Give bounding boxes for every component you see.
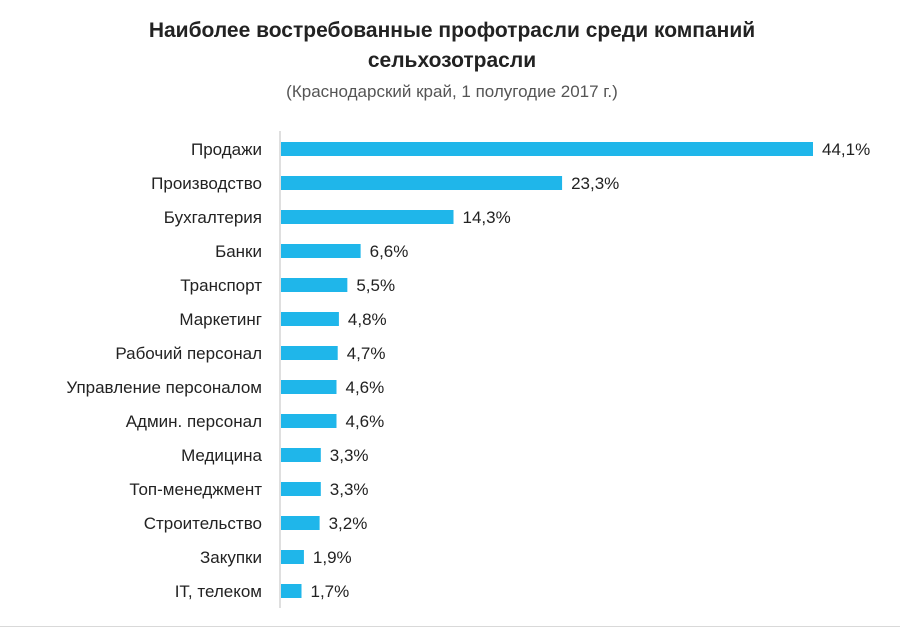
value-label: 4,8%: [348, 310, 387, 329]
bar: [281, 210, 454, 224]
category-label: Админ. персонал: [126, 412, 262, 431]
value-label: 44,1%: [822, 140, 870, 159]
value-labels-group: 44,1% 23,3% 14,3% 6,6% 5,5% 4,8% 4,7% 4,6% 4,6% 3…: [311, 140, 871, 601]
category-label: Транспорт: [180, 276, 262, 295]
category-label: Строительство: [144, 514, 262, 533]
value-label: 4,6%: [345, 378, 384, 397]
bars-group: [281, 142, 813, 598]
value-label: 23,3%: [571, 174, 619, 193]
value-label: 4,7%: [347, 344, 386, 363]
bar: [281, 278, 348, 292]
value-label: 3,3%: [330, 480, 369, 499]
bar: [281, 346, 338, 360]
bar: [281, 584, 302, 598]
chart-subtitle: (Краснодарский край, 1 полугодие 2017 г.…: [286, 82, 618, 101]
bar: [281, 550, 304, 564]
category-label: IT, телеком: [175, 582, 262, 601]
value-label: 3,2%: [329, 514, 368, 533]
bar: [281, 516, 320, 530]
category-label: Маркетинг: [179, 310, 262, 329]
category-label: Продажи: [191, 140, 262, 159]
category-label: Закупки: [200, 548, 262, 567]
chart-title-line-2: сельхозотрасли: [368, 49, 536, 72]
category-label: Банки: [215, 242, 262, 261]
chart-title-line-1: Наиболее востребованные профотрасли сред…: [149, 19, 755, 42]
bar: [281, 312, 339, 326]
category-label: Производство: [151, 174, 262, 193]
bar: [281, 142, 813, 156]
value-label: 4,6%: [345, 412, 384, 431]
category-labels-group: Продажи Производство Бухгалтерия Банки Транс…: [66, 140, 262, 601]
value-label: 1,9%: [313, 548, 352, 567]
value-label: 3,3%: [330, 446, 369, 465]
bar: [281, 482, 321, 496]
category-label: Рабочий персонал: [115, 344, 262, 363]
value-label: 5,5%: [356, 276, 395, 295]
value-label: 6,6%: [370, 242, 409, 261]
chart-title: Наиболее востребованные профотрасли сред…: [149, 19, 755, 72]
category-label: Бухгалтерия: [164, 208, 262, 227]
bar: [281, 380, 337, 394]
bar: [281, 244, 361, 258]
value-label: 14,3%: [463, 208, 511, 227]
bar: [281, 448, 321, 462]
category-label: Медицина: [181, 446, 262, 465]
bar: [281, 414, 337, 428]
footer-divider: [0, 626, 900, 627]
category-label: Управление персоналом: [66, 378, 262, 397]
value-label: 1,7%: [311, 582, 350, 601]
bar: [281, 176, 563, 190]
category-label: Топ-менеджмент: [129, 480, 262, 499]
